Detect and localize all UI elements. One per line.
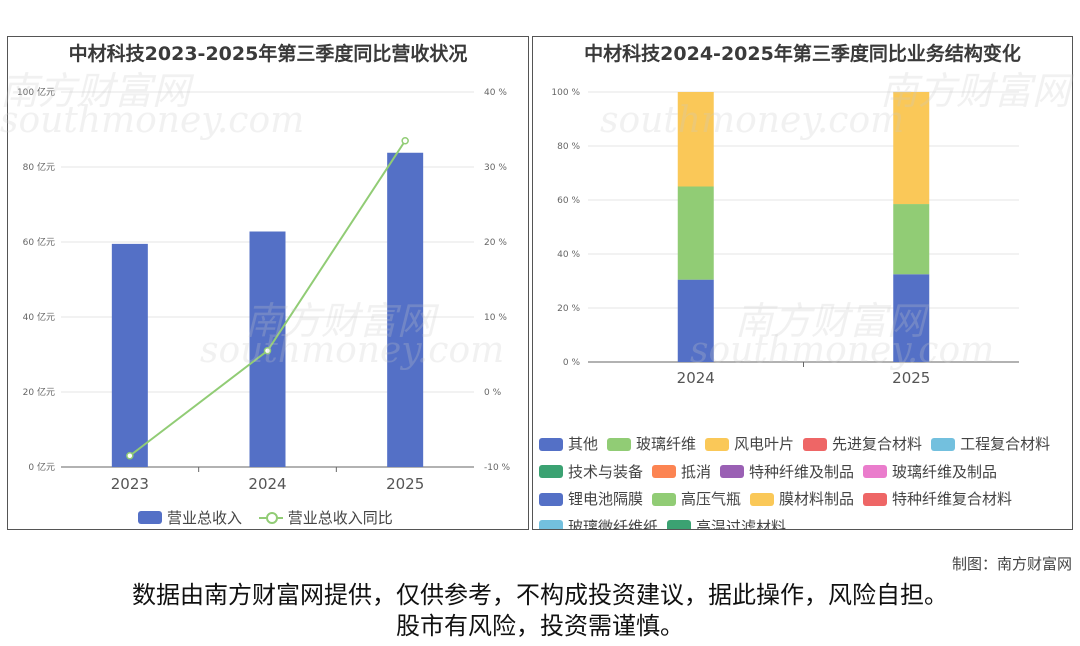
y-axis-tick-label: 100 % [551,88,580,98]
legend-swatch [720,465,745,478]
business-structure-panel: 0 % 20 % 40 % 60 % 80 % 100 % 2024 2025 中材科技202… [532,36,1073,530]
x-axis-tick-label: 2025 [892,369,930,387]
legend-item[interactable]: 风电叶片 [705,431,794,457]
stacked-bar-segment [893,204,930,275]
legend-swatch [931,437,956,451]
legend-label: 玻璃微纤维纸 [568,517,659,530]
legend-label: 高压气瓶 [681,490,742,508]
y-axis-tick-label: 20 % [557,304,580,314]
y-axis-tick-label: 40 % [557,250,580,260]
y-axis-tick-label: 60 亿元 [23,236,55,248]
x-axis-tick-label: 2024 [677,369,715,387]
legend-swatch [539,520,563,529]
y2-axis-tick-label: 10 % [484,313,507,323]
y-axis-tick-label: 20 亿元 [23,386,55,398]
line-point [126,452,134,460]
legend-swatch [652,492,677,506]
x-axis-tick-label: 2023 [111,475,149,493]
legend-item[interactable]: 锂电池隔膜 [539,486,643,512]
revenue-chart-panel: 0 亿元 20 亿元 40 亿元 60 亿元 80 亿元 100 亿元 -10 % 0 % 10… [7,36,529,530]
legend-item[interactable]: 玻璃微纤维纸 [539,514,659,530]
legend-item[interactable]: 特种纤维及制品 [720,459,854,485]
legend-item[interactable]: 高压气瓶 [652,486,741,512]
revenue-chart-title: 中材科技2023-2025年第三季度同比营收状况 [68,43,468,65]
legend-swatch [667,520,692,529]
legend-swatch [652,465,677,478]
legend-item-revenue[interactable]: 营业总收入 [138,507,242,528]
bar [111,243,148,467]
legend-item[interactable]: 技术与装备 [539,459,643,485]
chart-credit: 制图：南方财富网 [951,555,1072,573]
y-axis-tick-label: 0 % [563,358,581,368]
revenue-chart: 0 亿元 20 亿元 40 亿元 60 亿元 80 亿元 100 亿元 -10 % 0 % 10… [17,86,511,493]
disclaimer-line-1: 数据由南方财富网提供，仅供参考，不构成投资建议，据此操作，风险自担。 [132,581,948,609]
legend-label: 锂电池隔膜 [568,490,644,508]
stacked-bar-segment [893,274,930,362]
legend-item[interactable]: 抵消 [652,459,711,485]
legend-item[interactable]: 玻璃纤维及制品 [863,459,997,485]
legend-swatch [705,437,730,451]
legend-item-revenue-yoy[interactable]: 营业总收入同比 [258,507,393,528]
stacked-bar-segment [677,279,714,362]
line-point [401,137,409,145]
legend-swatch [863,492,888,506]
legend-swatch [750,492,775,506]
legend-label: 玻璃纤维及制品 [892,462,998,481]
disclaimer-line-2: 股市有风险，投资需谨慎。 [396,612,684,640]
legend-swatch [607,437,632,451]
legend-label: 先进复合材料 [832,435,923,453]
disclaimer: 数据由南方财富网提供，仅供参考，不构成投资建议，据此操作，风险自担。 股市有风险… [0,580,1080,642]
legend-label: 技术与装备 [568,462,644,481]
business-structure-legend: 其他 玻璃纤维 风电叶片 先进复合材料 工程复合材料技术与装备 抵消 特种纤维及制品 玻璃纤维… [539,431,1072,530]
business-structure-title: 中材科技2024-2025年第三季度同比业务结构变化 [584,43,1021,65]
y-axis-tick-label: 40 亿元 [23,311,55,323]
legend-item[interactable]: 膜材料制品 [750,486,854,512]
legend-label-revenue-yoy: 营业总收入同比 [287,509,393,527]
legend-item[interactable]: 其他 [539,431,598,457]
legend-label: 其他 [568,435,599,453]
stacked-bar-segment [893,92,930,205]
legend-bar-swatch [138,511,162,524]
legend-label: 风电叶片 [734,435,795,453]
y-axis-tick-label: 60 % [557,196,580,206]
stacked-bar-segment [677,92,714,187]
legend-item[interactable]: 特种纤维复合材料 [863,486,1012,512]
y-axis-tick-label: 80 % [557,142,580,152]
legend-label: 特种纤维及制品 [749,462,855,481]
legend-label: 膜材料制品 [779,490,855,508]
legend-swatch [863,465,888,478]
legend-label-revenue: 营业总收入 [167,509,243,527]
y2-axis-tick-label: 30 % [484,163,507,173]
line-point [263,347,272,355]
y-axis-tick-label: 100 亿元 [17,86,55,98]
legend-line-swatch [258,511,283,524]
legend-item[interactable]: 工程复合材料 [931,431,1050,457]
legend-item[interactable]: 玻璃纤维 [607,431,696,457]
x-axis-tick-label: 2024 [248,475,286,493]
y2-axis-tick-label: -10 % [484,463,511,473]
y2-axis-tick-label: 40 % [484,88,507,98]
y2-axis-tick-label: 20 % [484,238,507,248]
legend-item[interactable]: 先进复合材料 [803,431,922,457]
y2-axis-tick-label: 0 % [484,388,502,398]
legend-label: 玻璃纤维 [636,435,697,453]
business-structure-chart: 0 % 20 % 40 % 60 % 80 % 100 % 2024 2025 [551,88,1019,387]
legend-swatch [803,437,828,451]
legend-item[interactable]: 高温过滤材料 [667,514,787,530]
x-axis-tick-label: 2025 [386,475,424,493]
legend-swatch [539,492,563,506]
legend-label: 工程复合材料 [960,435,1051,453]
legend-label: 特种纤维复合材料 [892,490,1013,508]
legend-label: 高温过滤材料 [696,517,787,530]
legend-swatch [539,437,563,451]
y-axis-tick-label: 80 亿元 [23,161,55,173]
y-axis-tick-label: 0 亿元 [28,461,55,473]
legend-label: 抵消 [681,462,712,481]
bar [387,152,424,467]
revenue-chart-legend: 营业总收入 营业总收入同比 [138,507,405,528]
legend-swatch [539,465,563,478]
stacked-bar-segment [677,186,714,280]
